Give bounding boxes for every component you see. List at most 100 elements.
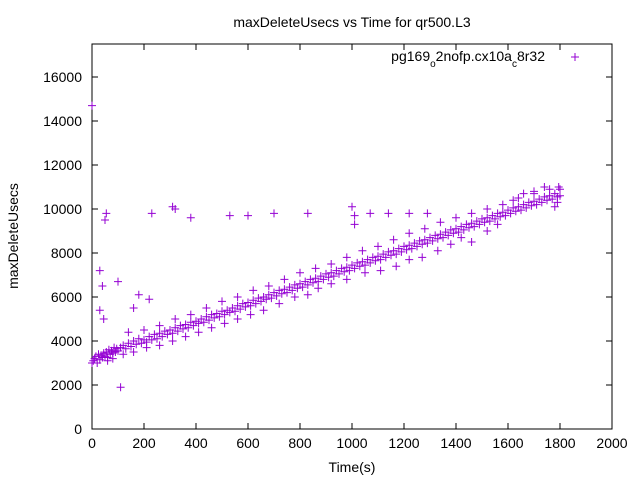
data-point (134, 334, 143, 343)
data-point (233, 293, 242, 301)
data-point (327, 279, 336, 288)
x-tick-label: 2000 (596, 435, 627, 451)
data-point (384, 209, 393, 218)
data-point (543, 196, 551, 205)
data-point (467, 238, 476, 246)
data-point (522, 203, 531, 212)
data-point (202, 304, 211, 312)
data-point (418, 253, 427, 262)
data-point (405, 255, 414, 264)
y-tick-label: 4000 (51, 333, 82, 349)
data-point (207, 323, 216, 332)
data-point (95, 306, 104, 315)
data-point (454, 228, 463, 237)
data-point (355, 262, 364, 271)
data-point (262, 295, 271, 304)
data-point (194, 328, 203, 337)
y-axis-label: maxDeleteUsecs (5, 183, 21, 289)
data-point (102, 209, 111, 218)
data-point (387, 251, 395, 260)
y-tick-label: 10000 (43, 201, 82, 217)
data-point (506, 209, 515, 218)
data-point (121, 344, 130, 353)
data-point (168, 329, 177, 338)
data-point (397, 247, 406, 256)
data-point (480, 218, 489, 227)
data-point (129, 304, 138, 312)
y-tick-label: 14000 (43, 113, 82, 129)
data-point (485, 217, 494, 226)
data-point (288, 286, 297, 295)
data-point (376, 266, 385, 275)
data-point (215, 312, 224, 321)
data-point (95, 266, 104, 275)
x-axis: 0 200 400 600 800 1000 1200 1400 1600 1800 2000 (88, 44, 628, 451)
legend-marker (571, 53, 579, 61)
data-point (259, 306, 268, 315)
y-tick-label: 12000 (43, 157, 82, 173)
data-point (280, 275, 289, 284)
chart-title: maxDeleteUsecs vs Time for qr500.L3 (233, 14, 471, 30)
data-point (290, 293, 299, 301)
x-tick-label: 200 (132, 435, 156, 451)
data-point (350, 220, 359, 229)
data-point (342, 253, 351, 262)
data-point (231, 307, 239, 316)
data-point (452, 213, 460, 222)
data-point (116, 383, 125, 392)
data-point (405, 229, 414, 238)
x-tick-label: 400 (184, 435, 208, 451)
data-point (184, 323, 193, 332)
data-point (350, 211, 359, 220)
data-point (465, 223, 473, 232)
data-point (194, 319, 203, 328)
data-point (439, 233, 447, 242)
data-point (358, 246, 367, 255)
data-point (498, 200, 507, 209)
data-point (348, 202, 356, 211)
data-point (530, 189, 538, 198)
x-tick-label: 1200 (388, 435, 419, 451)
data-point (218, 297, 226, 306)
data-point (371, 256, 380, 265)
data-point (257, 297, 265, 306)
data-point (272, 291, 281, 300)
legend-label: pg169o2nofp.cx10ac8r32 (391, 48, 545, 70)
data-point (491, 214, 499, 223)
data-point (303, 290, 312, 299)
legend-label-part: 8r32 (517, 48, 545, 64)
data-point (418, 240, 427, 249)
data-point (470, 222, 479, 231)
data-point (225, 211, 234, 220)
x-tick-label: 1800 (544, 435, 575, 451)
data-point (475, 220, 484, 229)
data-point (98, 282, 107, 290)
data-point (241, 302, 250, 311)
data-point (449, 229, 458, 238)
data-point (267, 294, 276, 303)
legend-marker-symbol (571, 53, 579, 61)
data-point (433, 246, 442, 255)
data-point (296, 268, 304, 277)
data-point (342, 275, 351, 284)
data-point (233, 315, 242, 323)
data-point (134, 290, 143, 299)
data-point (374, 242, 382, 251)
data-point (145, 295, 154, 304)
legend-label-part: 2nofp.cx10a (436, 48, 512, 64)
data-point (532, 200, 541, 209)
data-point (519, 189, 528, 198)
data-point (366, 209, 375, 218)
legend: pg169o2nofp.cx10ac8r32 (391, 48, 579, 70)
data-point (186, 213, 195, 222)
data-point (298, 283, 307, 292)
data-point (444, 231, 453, 240)
x-tick-label: 1600 (492, 435, 523, 451)
data-point (413, 242, 421, 251)
data-point (436, 218, 445, 227)
data-point (293, 284, 302, 293)
data-point (527, 201, 536, 210)
data-point (173, 327, 182, 336)
data-point (99, 315, 108, 323)
data-point (147, 335, 156, 344)
